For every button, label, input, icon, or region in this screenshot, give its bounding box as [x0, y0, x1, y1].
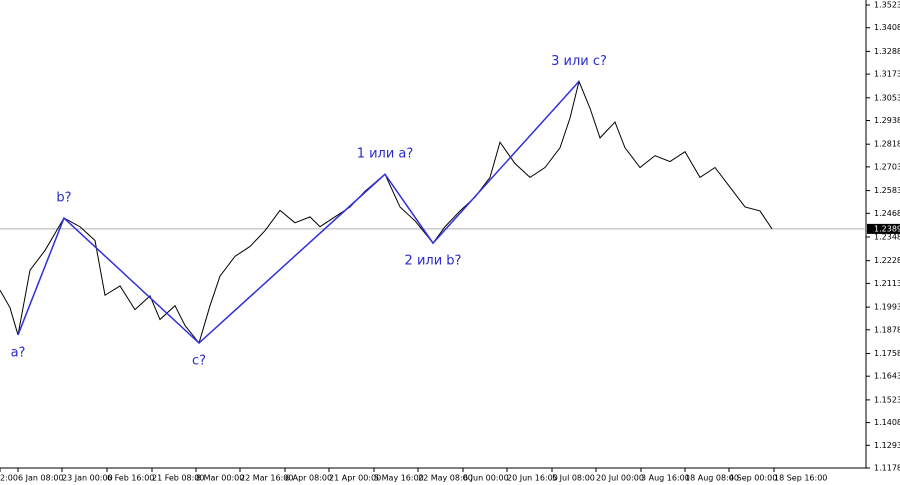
y-tick-label: 1.1993 [874, 303, 900, 312]
x-tick-label: 18 Aug 08:00 [685, 474, 739, 483]
y-tick-label: 1.1408 [874, 418, 900, 427]
y-tick-label: 1.1178 [874, 464, 900, 473]
x-tick-label: 22 May 08:00 [418, 474, 473, 483]
y-tick-label: 1.2113 [874, 279, 900, 288]
y-tick-label: 1.3288 [874, 47, 900, 56]
y-tick-label: 1.1643 [874, 372, 900, 381]
x-tick-label: 20 Jul 00:00 [596, 474, 644, 483]
series-line [17, 80, 580, 345]
wave-label: b? [56, 191, 71, 206]
y-tick-label: 1.2818 [874, 140, 900, 149]
x-tick-label: 6 Feb 16:00 [107, 474, 154, 483]
x-tick-label: 4 Sep 00:00 [729, 474, 777, 483]
y-tick-label: 1.1293 [874, 441, 900, 450]
y-tick-label: 1.1878 [874, 325, 900, 334]
x-tick-label: 6 Jun 00:00 [463, 474, 509, 483]
x-tick-label: 5 May 16:00 [374, 474, 424, 483]
x-tick-label: 23 Jan 00:00 [62, 474, 113, 483]
x-tick-label: 21 Feb 08:00 [152, 474, 204, 483]
y-tick-label: 1.1758 [874, 349, 900, 358]
y-tick-label: 1.3173 [874, 70, 900, 79]
wave-label: 3 или c? [551, 54, 607, 69]
y-tick-label: 1.2583 [874, 186, 900, 195]
current-price-label: 1.2389 [874, 224, 900, 233]
x-tick-label: 20 Jun 16:00 [507, 474, 558, 483]
y-tick-label: 1.2468 [874, 209, 900, 218]
x-tick-label: 6 Jan 08:00 [18, 474, 64, 483]
x-tick-label: 6 Apr 08:00 [285, 474, 332, 483]
y-tick-label: 1.2348 [874, 232, 900, 241]
y-tick-label: 1.2703 [874, 162, 900, 171]
wave-label: a? [11, 345, 26, 360]
wave-label: c? [192, 354, 206, 369]
series-line [0, 79, 773, 345]
y-tick-label: 1.2938 [874, 116, 900, 125]
current-price-box [867, 223, 900, 234]
y-tick-label: 1.2228 [874, 256, 900, 265]
x-tick-label: 8 Mar 00:00 [196, 474, 244, 483]
wave-label: 2 или b? [405, 254, 462, 269]
x-tick-label: 18 Sep 16:00 [774, 474, 827, 483]
x-tick-label: 21 Apr 00:00 [329, 474, 381, 483]
x-tick-label: 22 Mar 16:00 [240, 474, 293, 483]
x-tick-label: 2:00 [0, 474, 18, 483]
x-tick-label: 5 Jul 08:00 [552, 474, 595, 483]
y-tick-label: 1.1523 [874, 395, 900, 404]
y-tick-label: 1.3523 [874, 1, 900, 10]
x-tick-label: 3 Aug 16:00 [641, 474, 690, 483]
wave-label: 1 или a? [357, 147, 414, 162]
y-tick-label: 1.3053 [874, 93, 900, 102]
y-tick-label: 1.3408 [874, 23, 900, 32]
